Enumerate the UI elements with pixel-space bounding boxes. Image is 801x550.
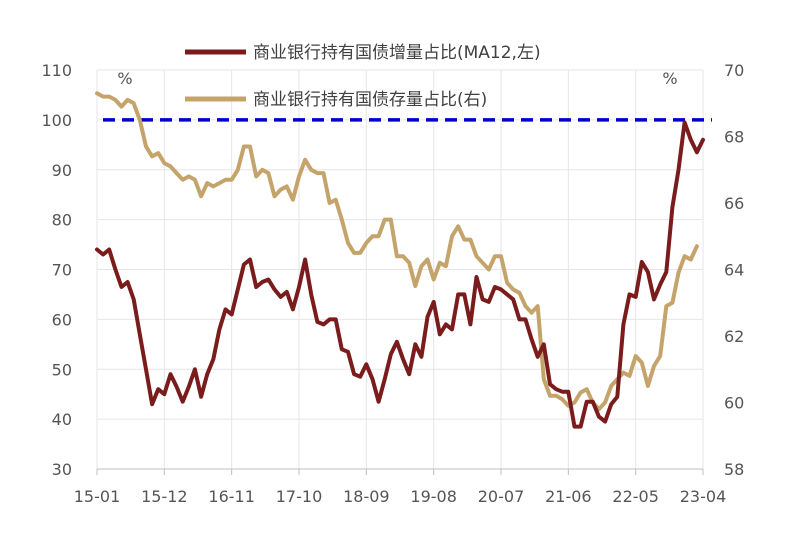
legend-label-0: 商业银行持有国债增量占比(MA12,左) — [253, 43, 541, 63]
y-left-tick-label: 40 — [52, 410, 72, 429]
y-right-tick-label: 70 — [724, 61, 744, 80]
y-right-tick-label: 62 — [724, 327, 744, 346]
x-tick-label: 20-07 — [478, 487, 525, 506]
y-right-tick-label: 60 — [724, 394, 744, 413]
x-tick-label: 21-06 — [545, 487, 592, 506]
y-left-tick-label: 50 — [52, 360, 72, 379]
x-tick-label: 22-05 — [612, 487, 659, 506]
y-right-tick-label: 58 — [724, 460, 744, 479]
x-tick-label: 23-04 — [680, 487, 727, 506]
y-right-tick-label: 64 — [724, 261, 744, 280]
legend: 商业银行持有国债增量占比(MA12,左) 商业银行持有国债存量占比(右) — [185, 43, 541, 110]
legend-label-1: 商业银行持有国债存量占比(右) — [253, 90, 487, 110]
x-tick-label: 16-11 — [208, 487, 255, 506]
y-left-tick-label: 100 — [41, 111, 72, 130]
unit-left-label: % — [117, 69, 132, 88]
y-left-tick-label: 70 — [52, 261, 72, 280]
y-left-tick-label: 60 — [52, 310, 72, 329]
series-line-1 — [95, 91, 699, 412]
series-line-0 — [95, 120, 705, 429]
y-right-tick-label: 66 — [724, 194, 744, 213]
y-right-tick-label: 68 — [724, 128, 744, 147]
y-left-tick-label: 80 — [52, 211, 72, 230]
gridlines — [96, 69, 704, 470]
y-left-tick-label: 90 — [52, 161, 72, 180]
y-left-tick-label: 110 — [41, 61, 72, 80]
x-tick-label: 15-01 — [74, 487, 121, 506]
x-tick-label: 19-08 — [410, 487, 457, 506]
unit-right-label: % — [662, 69, 677, 88]
x-tick-label: 17-10 — [276, 487, 323, 506]
series-lines — [95, 91, 705, 429]
x-tick-label: 15-12 — [141, 487, 188, 506]
x-tick-label: 18-09 — [343, 487, 390, 506]
y-left-tick-label: 30 — [52, 460, 72, 479]
axes: 30 40 50 60 70 80 90 100 110 15-01 15-12 16-11 17-10… — [41, 61, 744, 506]
